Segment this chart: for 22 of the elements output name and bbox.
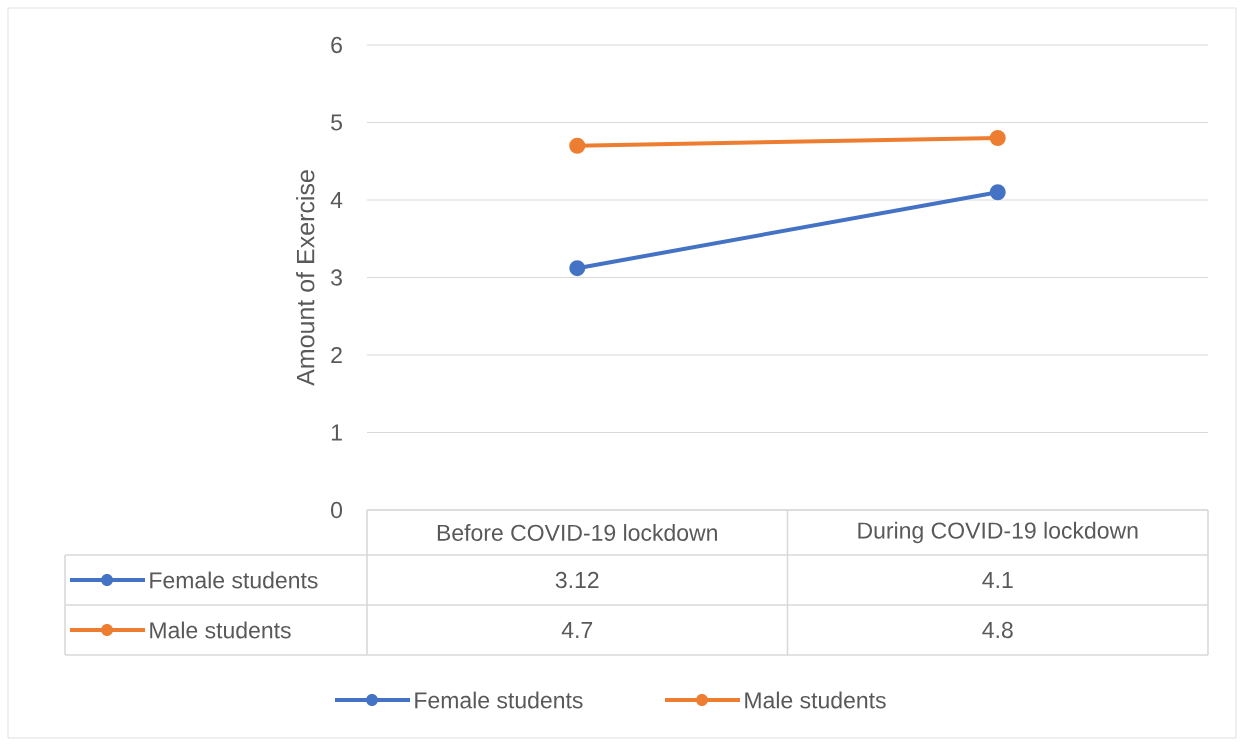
- legend-label: Female students: [150, 571, 318, 589]
- y-tick-label: 3: [331, 269, 342, 286]
- y-tick-label: 0: [331, 501, 343, 519]
- text: Male students: [150, 621, 291, 639]
- point: [989, 184, 1006, 201]
- legend-label: Male students: [745, 691, 886, 709]
- y-tick-label: 2: [331, 346, 342, 364]
- y-tick-label: 5: [331, 114, 342, 131]
- point: [569, 260, 586, 277]
- y-tick-label: 1: [331, 424, 342, 441]
- y-axis-title: Amount of Exercise: [296, 170, 315, 386]
- point: [989, 130, 1006, 146]
- point: [569, 137, 586, 154]
- data-label: 3.12: [555, 571, 599, 589]
- x-tick-label: During COVID-19 lockdown: [858, 521, 1138, 544]
- data-label: 4.1: [982, 572, 1013, 588]
- data-label: 4.7: [561, 622, 593, 638]
- data-label: 4.8: [982, 621, 1013, 639]
- text: Female students: [415, 691, 583, 709]
- y-tick-label: 6: [331, 36, 342, 54]
- y-tick-label: 4: [330, 192, 343, 208]
- x-tick-label: Before COVID-19 lockdown: [437, 524, 717, 541]
